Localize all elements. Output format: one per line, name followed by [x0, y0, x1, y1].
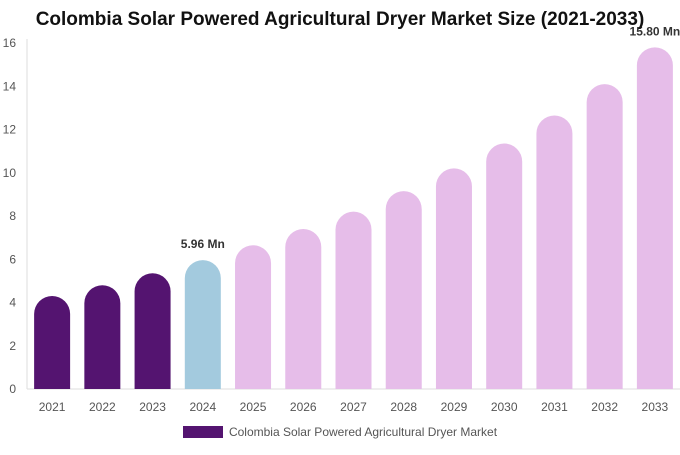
x-tick-label: 2025 — [240, 400, 267, 414]
legend-label: Colombia Solar Powered Agricultural Drye… — [228, 425, 498, 439]
y-tick-label: 12 — [3, 123, 17, 137]
x-tick-label: 2029 — [441, 400, 468, 414]
x-tick-label: 2031 — [541, 400, 568, 414]
x-tick-label: 2023 — [139, 400, 166, 414]
data-label: 5.96 Mn — [181, 237, 225, 251]
bar-2028 — [385, 191, 422, 389]
y-tick-label: 0 — [9, 382, 16, 396]
x-tick-label: 2028 — [390, 400, 417, 414]
x-tick-label: 2021 — [39, 400, 66, 414]
bar-2025 — [235, 245, 272, 389]
bar-2022 — [84, 285, 121, 389]
bar-2030 — [486, 143, 523, 389]
bar-2032 — [586, 84, 623, 390]
y-tick-label: 16 — [3, 36, 17, 50]
legend[interactable]: Colombia Solar Powered Agricultural Drye… — [0, 425, 680, 439]
x-tick-label: 2030 — [491, 400, 518, 414]
y-tick-label: 10 — [3, 166, 17, 180]
y-tick-label: 4 — [9, 296, 16, 310]
y-tick-label: 14 — [3, 79, 17, 93]
x-tick-label: 2026 — [290, 400, 317, 414]
x-tick-label: 2033 — [642, 400, 669, 414]
legend-swatch — [182, 426, 223, 438]
bar-2021 — [34, 296, 71, 389]
y-tick-label: 6 — [9, 252, 16, 266]
data-label: 15.80 Mn — [630, 24, 680, 38]
bar-2031 — [536, 115, 573, 390]
x-tick-label: 2032 — [591, 400, 618, 414]
bar-2027 — [335, 211, 372, 389]
bar-2029 — [435, 168, 472, 389]
x-tick-label: 2024 — [189, 400, 216, 414]
bar-2026 — [285, 228, 322, 389]
y-tick-label: 8 — [9, 209, 16, 223]
x-tick-label: 2022 — [89, 400, 116, 414]
y-tick-label: 2 — [9, 339, 16, 353]
x-tick-label: 2027 — [340, 400, 367, 414]
bar-2024 — [184, 260, 221, 389]
bar-2023 — [134, 273, 171, 389]
chart-title: Colombia Solar Powered Agricultural Drye… — [35, 9, 645, 30]
bar-2033 — [636, 47, 673, 389]
